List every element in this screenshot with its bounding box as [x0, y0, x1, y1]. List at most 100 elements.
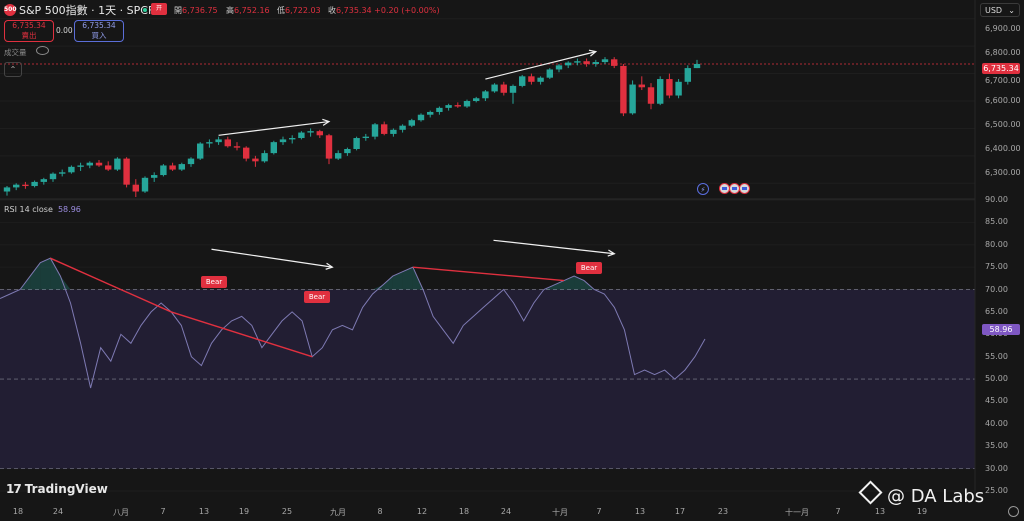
candle-body	[160, 165, 167, 176]
candle-body	[491, 84, 498, 92]
symbol-title[interactable]: S&P 500指數 · 1天 · SPCFD	[19, 4, 163, 17]
candle-body	[307, 131, 314, 133]
candle-body	[592, 62, 599, 64]
ohlc-close-label: 收	[328, 6, 336, 15]
rsi-tick: 35.00	[985, 441, 1008, 451]
candle-body	[463, 101, 471, 107]
rsi-tick: 40.00	[985, 418, 1008, 428]
arrow-head-icon	[607, 249, 616, 257]
rsi-tick: 90.00	[985, 195, 1008, 204]
bear-label: Bear	[304, 291, 330, 303]
candle-body	[22, 184, 29, 187]
candle-body	[657, 79, 664, 104]
buy-price: 6,735.34	[82, 21, 116, 30]
divergence-lines	[50, 257, 565, 358]
candle-body	[68, 166, 75, 173]
date-tick: 13	[634, 507, 646, 516]
candle-body	[417, 114, 425, 121]
watermark-text: @ DA Labs	[887, 486, 985, 507]
price-tick: 6,400.00	[985, 144, 1021, 153]
rsi-current: 58.96	[57, 205, 81, 214]
ohlc-high-label: 高	[226, 6, 234, 15]
symbol-logo[interactable]: 500	[4, 4, 17, 16]
date-tick: 八月	[113, 508, 129, 517]
candle-body	[445, 105, 452, 108]
candle-body	[482, 91, 489, 99]
rsi-tick: 45.00	[985, 396, 1008, 406]
candle-body	[390, 129, 397, 134]
candle-body	[279, 139, 287, 143]
candles	[3, 57, 701, 197]
candle-body	[675, 81, 682, 96]
candle-body	[693, 63, 701, 69]
candle-body	[399, 125, 406, 130]
candle-body	[298, 132, 305, 139]
ohlc-open: 開6,736.75	[174, 5, 218, 16]
currency-select[interactable]: USD ⌄	[980, 3, 1020, 17]
candle-body	[362, 136, 369, 139]
candle-body	[565, 62, 572, 66]
trend-arrow-line	[218, 120, 330, 136]
candle-body	[169, 165, 176, 170]
buy-button[interactable]: 6,735.34 買入	[74, 20, 124, 42]
candle-body	[224, 139, 231, 147]
candle-body	[215, 139, 222, 143]
trend-arrows	[211, 49, 616, 270]
rsi-levels	[0, 289, 975, 470]
date-tick: 7	[596, 507, 602, 516]
overbought-fill	[564, 276, 575, 290]
overbought-fill	[392, 271, 403, 290]
candle-body	[151, 175, 158, 178]
price-tick-6700: 6,700.00	[985, 76, 1021, 85]
candle-body	[187, 158, 195, 165]
date-tick: 13	[198, 507, 210, 516]
candle-body	[601, 59, 609, 63]
tradingview-logo[interactable]: 17 TradingView	[6, 482, 108, 496]
collapse-button[interactable]: ⌃	[4, 62, 22, 77]
rsi-tick: 65.00	[985, 306, 1008, 316]
bolt-icon[interactable]: ⚡	[697, 183, 709, 195]
market-badge[interactable]: 开	[151, 3, 167, 15]
candle-body	[427, 111, 434, 115]
overbought-fill	[60, 276, 71, 290]
tv-mark-icon: 17	[6, 482, 22, 496]
rsi-line	[0, 257, 706, 389]
date-tick: 7	[160, 507, 166, 516]
settings-icon[interactable]	[1008, 506, 1019, 517]
rsi-tick: 70.00	[985, 284, 1008, 294]
sell-button[interactable]: 6,735.34 賣出	[4, 20, 54, 42]
candle-body	[178, 164, 185, 170]
candle-body	[233, 146, 241, 148]
candle-body	[3, 187, 11, 192]
bear-label: Bear	[576, 262, 602, 274]
date-tick: 18	[12, 507, 24, 516]
tradingview-text: TradingView	[24, 482, 108, 496]
candle-body	[197, 143, 204, 159]
divergence-line	[412, 266, 565, 282]
ohlc-low-label: 低	[277, 6, 285, 15]
candle-body	[353, 138, 360, 149]
sell-label: 賣出	[21, 30, 37, 40]
currency-value: USD	[985, 6, 1003, 15]
candle-body	[583, 61, 590, 64]
date-tick: 24	[500, 507, 512, 516]
date-tick: 17	[674, 507, 686, 516]
candle-body	[316, 131, 323, 136]
candle-body	[528, 76, 535, 82]
candle-body	[123, 158, 130, 185]
volume-label[interactable]: 成交量	[4, 48, 27, 57]
candle-body	[436, 107, 443, 112]
rsi-tick: 50.00	[985, 374, 1008, 384]
arrow-head-icon	[322, 118, 331, 126]
rsi-tick: 85.00	[985, 217, 1008, 227]
candle-body	[77, 165, 84, 167]
spread-value: 0.00	[56, 26, 73, 35]
rsi-legend[interactable]: RSI 14 close 58.96	[4, 205, 81, 214]
eye-icon[interactable]	[36, 46, 49, 55]
date-tick: 12	[416, 507, 428, 516]
ohlc-low: 低6,722.03	[277, 5, 321, 16]
us-flag-icon[interactable]	[739, 183, 750, 194]
date-tick: 13	[874, 507, 886, 516]
